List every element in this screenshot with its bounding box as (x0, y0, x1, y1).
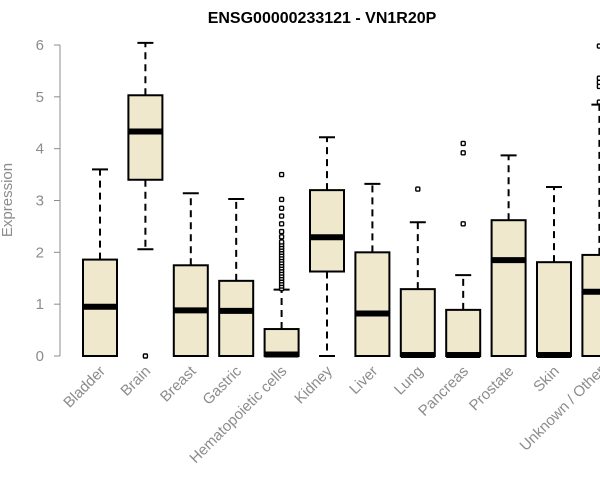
box-kidney (309, 136, 345, 357)
box-iqr (399, 288, 436, 358)
box-lung (399, 186, 436, 358)
chart-title: ENSG00000233121 - VN1R20P (208, 10, 437, 27)
box-iqr (218, 279, 255, 358)
x-tick-label: Prostate (466, 363, 518, 415)
box-bladder (82, 168, 118, 357)
x-tick-label: Pancreas (415, 363, 472, 420)
outlier-point (460, 221, 466, 227)
box-iqr (309, 189, 345, 273)
outlier-point (460, 140, 466, 147)
y-tick-label: 1 (36, 296, 44, 313)
outlier-point (460, 150, 466, 156)
outlier-point (415, 186, 421, 192)
outlier-point (278, 196, 285, 203)
outlier-point (278, 221, 285, 227)
box-group (82, 41, 600, 359)
box-iqr (490, 219, 527, 357)
y-tick-label: 5 (36, 89, 44, 106)
box-brain (127, 41, 164, 359)
outlier-point (278, 171, 285, 178)
outlier-point (278, 239, 285, 245)
box-unknown-other (581, 43, 600, 357)
box-liver (354, 182, 391, 357)
y-tick-label: 2 (36, 244, 44, 261)
x-tick-label: Skin (530, 363, 563, 396)
box-gastric (218, 197, 255, 358)
y-tick-label: 6 (36, 37, 44, 54)
outlier-point (278, 228, 285, 235)
outlier-point (596, 43, 600, 49)
box-iqr (354, 251, 391, 357)
y-tick-label: 0 (36, 348, 44, 365)
outlier-point (596, 99, 600, 105)
x-tick-label: Liver (346, 363, 381, 398)
box-skin (536, 186, 572, 358)
x-tick-label: Kidney (291, 362, 336, 407)
box-pancreas (445, 140, 482, 358)
x-tick-label: Lung (391, 363, 427, 399)
x-tick-label: Bladder (60, 363, 109, 412)
outlier-point (278, 213, 285, 219)
box-iqr (536, 261, 572, 358)
box-iqr (445, 308, 482, 358)
y-axis-label: Expression (0, 163, 16, 237)
box-prostate (490, 154, 527, 357)
box-iqr (581, 253, 600, 357)
outlier-point (278, 234, 285, 240)
outlier-point (278, 205, 285, 211)
x-tick-label: Brain (117, 363, 154, 400)
outlier-point (596, 75, 600, 81)
y-tick-label: 3 (36, 193, 44, 210)
x-tick-label: Breast (157, 362, 200, 405)
y-axis: 0 1 2 3 4 5 6 (36, 37, 61, 365)
box-iqr (127, 94, 164, 181)
outlier-point (142, 353, 149, 359)
box-breast (172, 192, 209, 357)
y-tick-label: 4 (36, 141, 44, 158)
box-hematopoietic-cells (263, 171, 300, 358)
